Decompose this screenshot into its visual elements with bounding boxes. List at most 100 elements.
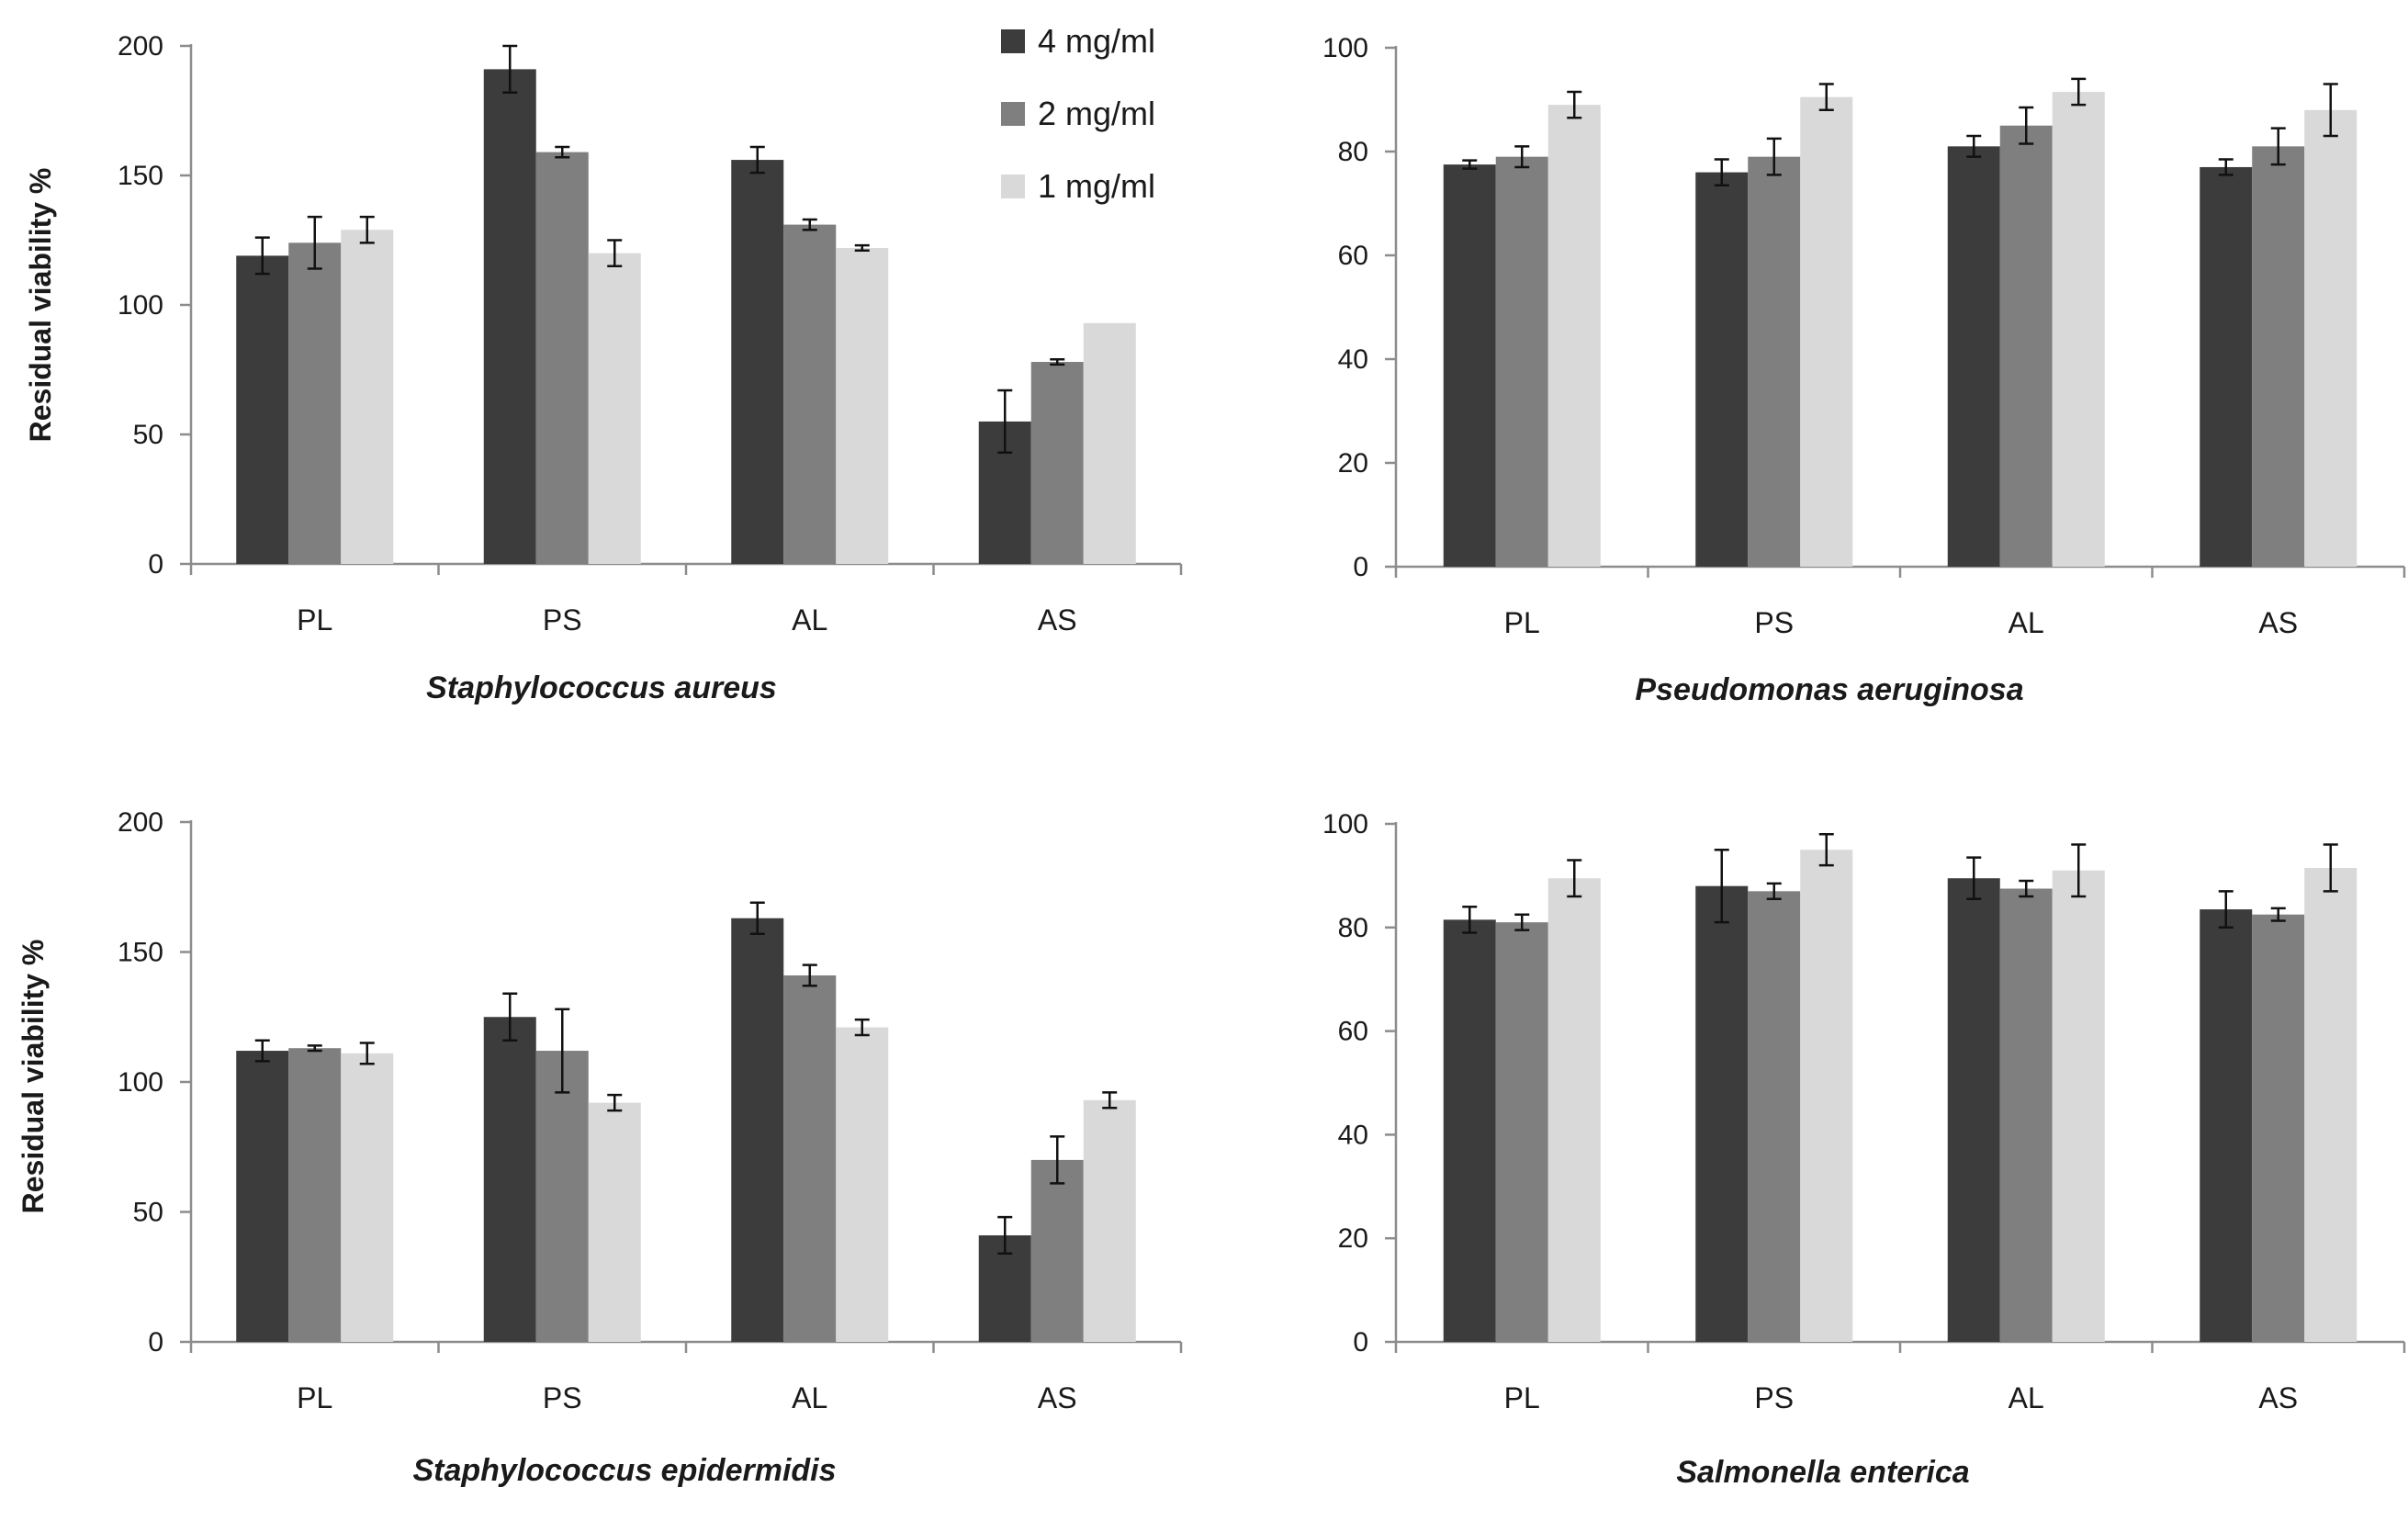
bar-1-mg-ml-ps (1800, 96, 1853, 568)
y-tick-label: 0 (1353, 552, 1368, 582)
x-category-label: AS (1038, 603, 1077, 637)
x-category-label: AL (792, 1381, 827, 1414)
bar-2-mg-ml-as (1030, 362, 1084, 564)
x-category-label: PS (543, 603, 582, 637)
y-tick-label: 20 (1338, 1223, 1368, 1254)
x-category-label: PL (297, 1381, 332, 1414)
bar-1-mg-ml-pl (1547, 878, 1601, 1342)
bar-2-mg-ml-pl (1495, 922, 1548, 1342)
bar-4-mg-ml-ps (483, 69, 536, 564)
bar-1-mg-ml-pl (1547, 105, 1601, 568)
y-tick-label: 0 (148, 1327, 163, 1358)
bar-2-mg-ml-al (1999, 125, 2053, 567)
bar-2-mg-ml-ps (1748, 891, 1801, 1342)
y-tick-label: 80 (1338, 913, 1368, 943)
bar-4-mg-ml-al (731, 160, 784, 564)
y-tick-label: 100 (118, 290, 163, 321)
bar-4-mg-ml-al (1947, 878, 2000, 1342)
x-category-label: AS (2258, 606, 2298, 639)
bar-2-mg-ml-al (1999, 888, 2053, 1342)
y-tick-label: 100 (1322, 33, 1368, 63)
bar-4-mg-ml-as (2200, 166, 2253, 567)
y-tick-label: 60 (1338, 1017, 1368, 1047)
x-axis-title: Pseudomonas aeruginosa (1635, 672, 2023, 707)
legend-swatch (1001, 29, 1025, 53)
y-tick-label: 150 (118, 161, 163, 191)
bar-1-mg-ml-al (836, 247, 889, 564)
bar-2-mg-ml-ps (535, 152, 589, 564)
y-tick-label: 50 (133, 420, 163, 450)
x-category-label: AL (2009, 606, 2044, 639)
x-category-label: PS (543, 1381, 582, 1414)
bar-1-mg-ml-al (2052, 870, 2105, 1342)
y-tick-label: 80 (1338, 137, 1368, 167)
chart-panel-1: 0 50 100 150 200 PL PS AL AS Residual viability %… (24, 31, 1183, 705)
bar-1-mg-ml-al (836, 1027, 889, 1342)
bar-2-mg-ml-al (783, 224, 837, 564)
bar-1-mg-ml-ps (1800, 850, 1853, 1342)
bar-1-mg-ml-ps (588, 253, 641, 564)
x-category-label: AL (792, 603, 827, 637)
bar-2-mg-ml-pl (288, 242, 342, 564)
x-category-label: PL (1504, 1381, 1540, 1414)
y-axis-label: Residual viability % (17, 940, 50, 1214)
y-tick-label: 40 (1338, 1120, 1368, 1150)
bar-1-mg-ml-as (2304, 109, 2357, 568)
bar-2-mg-ml-al (783, 975, 837, 1342)
x-category-label: AL (2009, 1381, 2044, 1414)
bar-2-mg-ml-as (1030, 1159, 1084, 1342)
chart-panel-3: 0 50 100 150 200 PL PS AL AS Residual viability %… (17, 807, 1183, 1488)
legend-swatch (1001, 175, 1025, 198)
bar-2-mg-ml-as (2252, 146, 2305, 567)
y-tick-label: 100 (118, 1067, 163, 1098)
x-category-label: PS (1754, 606, 1794, 639)
legend-swatch (1001, 102, 1025, 126)
bar-1-mg-ml-as (2304, 867, 2357, 1342)
y-tick-label: 150 (118, 938, 163, 968)
y-tick-label: 50 (133, 1198, 163, 1228)
x-axis-title: Staphylococcus aureus (426, 670, 777, 705)
chart-panel-4: 0 20 40 60 80 100 PL PS AL AS Salmonella enterica (1322, 809, 2406, 1490)
y-tick-label: 40 (1338, 344, 1368, 375)
bar-4-mg-ml-al (1947, 146, 2000, 567)
y-axis-label: Residual viability % (24, 168, 57, 443)
y-tick-label: 200 (118, 807, 163, 838)
bar-4-mg-ml-pl (1443, 164, 1496, 567)
bar-1-mg-ml-ps (588, 1102, 641, 1342)
x-category-label: AS (2258, 1381, 2298, 1414)
x-axis-title: Salmonella enterica (1676, 1455, 1969, 1490)
y-tick-label: 20 (1338, 448, 1368, 479)
x-category-label: AS (1038, 1381, 1077, 1414)
bar-4-mg-ml-pl (1443, 919, 1496, 1342)
bar-2-mg-ml-pl (288, 1048, 342, 1342)
bar-4-mg-ml-as (2200, 909, 2253, 1342)
bar-4-mg-ml-pl (236, 1051, 289, 1342)
bar-1-mg-ml-as (1083, 322, 1136, 564)
bar-4-mg-ml-al (731, 918, 784, 1342)
bar-1-mg-ml-as (1083, 1099, 1136, 1342)
legend-label: 1 mg/ml (1038, 167, 1155, 205)
bar-4-mg-ml-ps (483, 1017, 536, 1342)
x-category-label: PL (1504, 606, 1540, 639)
bar-2-mg-ml-ps (1748, 156, 1801, 567)
y-tick-label: 200 (118, 31, 163, 62)
y-tick-label: 60 (1338, 241, 1368, 271)
bar-4-mg-ml-pl (236, 255, 289, 564)
legend-label: 4 mg/ml (1038, 22, 1155, 60)
y-tick-label: 0 (1353, 1327, 1368, 1358)
bar-2-mg-ml-as (2252, 914, 2305, 1342)
x-axis-title: Staphylococcus epidermidis (412, 1453, 836, 1488)
legend-label: 2 mg/ml (1038, 95, 1155, 132)
bar-4-mg-ml-ps (1695, 885, 1749, 1342)
bar-1-mg-ml-al (2052, 92, 2105, 567)
chart-panel-2: 0 20 40 60 80 100 PL PS AL AS Pseudomonas aerugino… (1322, 33, 2406, 707)
bar-2-mg-ml-pl (1495, 156, 1548, 567)
bar-1-mg-ml-pl (341, 230, 394, 564)
bar-2-mg-ml-ps (535, 1051, 589, 1342)
bar-1-mg-ml-pl (341, 1053, 394, 1342)
x-category-label: PS (1754, 1381, 1794, 1414)
legend: 4 mg/ml 2 mg/ml 1 mg/ml (1001, 22, 1155, 205)
bar-4-mg-ml-ps (1695, 172, 1749, 567)
y-tick-label: 100 (1322, 809, 1368, 839)
